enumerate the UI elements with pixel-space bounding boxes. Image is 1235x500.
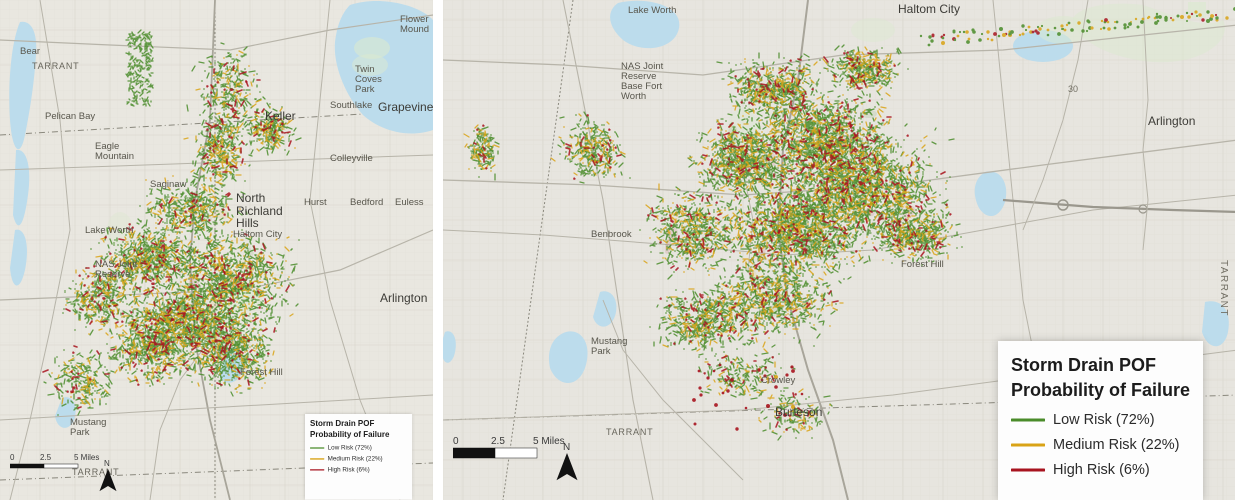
svg-text:0: 0 xyxy=(10,453,15,462)
svg-text:0: 0 xyxy=(453,436,459,447)
svg-text:5 Miles: 5 Miles xyxy=(533,436,565,447)
svg-text:2.5: 2.5 xyxy=(40,453,52,462)
svg-text:2.5: 2.5 xyxy=(491,436,505,447)
svg-text:5 Miles: 5 Miles xyxy=(74,453,99,462)
svg-text:N: N xyxy=(563,442,570,453)
svg-text:N: N xyxy=(104,459,110,468)
